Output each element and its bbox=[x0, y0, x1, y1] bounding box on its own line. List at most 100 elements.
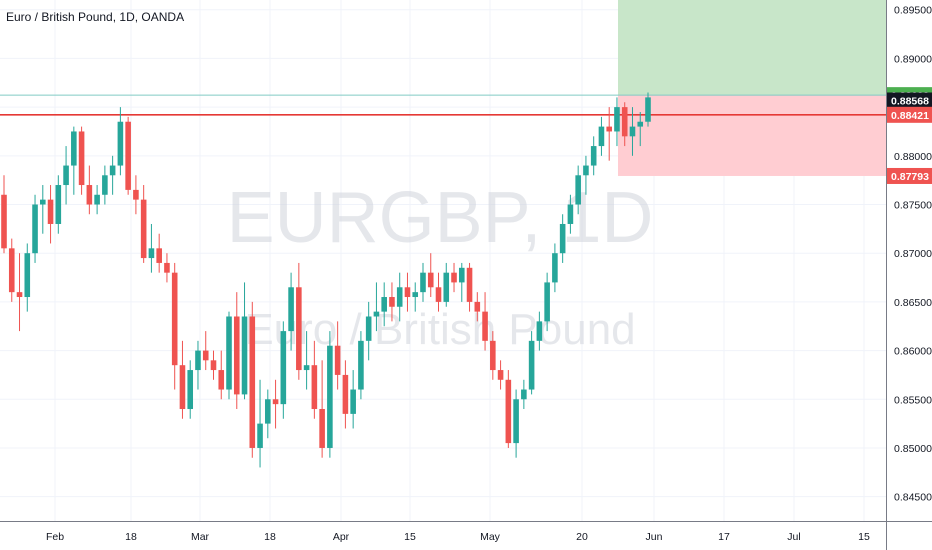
candle-body bbox=[327, 345, 333, 448]
candle-body bbox=[24, 253, 31, 298]
candle-body bbox=[505, 379, 512, 444]
position-zones bbox=[618, 0, 886, 176]
candle-body bbox=[171, 272, 178, 366]
candle-body bbox=[583, 165, 589, 176]
watermark-name: Euro / British Pound bbox=[244, 305, 635, 354]
candle-body bbox=[40, 199, 46, 205]
candle-body bbox=[427, 272, 434, 288]
x-tick-label: Feb bbox=[46, 531, 64, 543]
candle-body bbox=[373, 311, 380, 317]
candle-body bbox=[606, 126, 612, 132]
candle-body bbox=[342, 374, 349, 414]
candle-body bbox=[396, 287, 403, 307]
candle-body bbox=[350, 389, 356, 414]
x-tick-label: Jun bbox=[646, 531, 663, 543]
candle-body bbox=[16, 292, 23, 298]
x-tick-label: 18 bbox=[264, 531, 276, 543]
y-tick-label: 0.89000 bbox=[894, 53, 932, 65]
candle-body bbox=[466, 267, 473, 302]
candle-body bbox=[575, 175, 581, 205]
watermark-symbol: EURGBP, 1D bbox=[227, 178, 654, 258]
candle-body bbox=[590, 146, 597, 166]
candle-body bbox=[71, 131, 77, 166]
candle-body bbox=[303, 365, 310, 371]
candle-body bbox=[226, 316, 232, 390]
price-tag-label: 0.88568 bbox=[891, 95, 929, 107]
candle-body bbox=[195, 350, 201, 371]
candle-body bbox=[125, 121, 131, 190]
candle-body bbox=[288, 287, 294, 332]
x-tick-label: 15 bbox=[858, 531, 870, 543]
y-tick-label: 0.88000 bbox=[894, 151, 932, 163]
candle-body bbox=[358, 340, 364, 390]
candle-body bbox=[233, 316, 240, 395]
candle-body bbox=[202, 350, 209, 361]
candle-body bbox=[210, 360, 217, 371]
candle-body bbox=[614, 107, 620, 132]
candle-body bbox=[86, 185, 93, 205]
candle-body bbox=[621, 107, 628, 137]
candle-body bbox=[187, 370, 194, 410]
candle-body bbox=[241, 316, 248, 395]
candle-body bbox=[179, 365, 186, 410]
candle-body bbox=[552, 253, 558, 283]
candle-body bbox=[637, 121, 644, 127]
candle-body bbox=[389, 297, 395, 307]
candle-body bbox=[451, 272, 457, 283]
chart-watermark: EURGBP, 1D Euro / British Pound bbox=[227, 178, 654, 354]
candle-body bbox=[94, 194, 100, 205]
candle-body bbox=[109, 165, 116, 176]
candle-body bbox=[412, 292, 419, 298]
y-tick-label: 0.84500 bbox=[894, 492, 932, 504]
candle-body bbox=[404, 287, 411, 298]
candle-body bbox=[164, 262, 170, 273]
candle-body bbox=[218, 370, 225, 390]
candle-body bbox=[490, 340, 496, 371]
price-tag bbox=[887, 167, 932, 184]
candle-body bbox=[443, 272, 450, 302]
candle-body bbox=[117, 121, 124, 166]
candle-body bbox=[265, 399, 271, 424]
x-tick-label: Mar bbox=[191, 531, 210, 543]
candle-body bbox=[156, 248, 162, 263]
chart-title: Euro / British Pound, 1D, OANDA bbox=[6, 10, 185, 24]
chart-grid bbox=[0, 0, 886, 521]
candle-body bbox=[536, 321, 543, 341]
price-axis[interactable]: 0.895000.890000.885000.880000.875000.870… bbox=[886, 0, 932, 550]
time-axis[interactable]: Feb 18 Mar 18 Apr 15 May 20 Jun 17 Jul 15 bbox=[0, 521, 932, 550]
y-tick-label: 0.87000 bbox=[894, 248, 932, 260]
y-tick-label: 0.86500 bbox=[894, 297, 932, 309]
candle-body bbox=[311, 365, 318, 410]
candle-body bbox=[140, 199, 147, 259]
candle-body bbox=[334, 345, 341, 375]
y-tick-label: 0.87500 bbox=[894, 200, 932, 212]
candle-body bbox=[102, 175, 108, 195]
candle-body bbox=[645, 97, 651, 122]
candle-body bbox=[435, 287, 442, 302]
candle-body bbox=[598, 126, 605, 147]
profit-zone bbox=[618, 0, 886, 96]
x-tick-label: 15 bbox=[404, 531, 416, 543]
price-tag bbox=[887, 106, 932, 123]
candle-body bbox=[319, 409, 325, 448]
candle-body bbox=[47, 199, 54, 224]
horizontal-lines[interactable] bbox=[0, 94, 886, 116]
x-tick-label: 17 bbox=[718, 531, 730, 543]
loss-zone bbox=[618, 95, 886, 176]
candle-body bbox=[8, 248, 15, 293]
candle-body bbox=[280, 331, 287, 405]
candle-body bbox=[513, 399, 519, 444]
x-tick-label: May bbox=[480, 531, 501, 543]
y-tick-label: 0.89500 bbox=[894, 5, 932, 17]
y-tick-label: 0.85500 bbox=[894, 394, 932, 406]
candle-body bbox=[521, 389, 527, 400]
candle-body bbox=[63, 165, 69, 186]
x-tick-label: Apr bbox=[333, 531, 350, 543]
candle-body bbox=[559, 223, 566, 254]
candle-body bbox=[249, 316, 256, 448]
candle-body bbox=[497, 370, 504, 380]
candle-body bbox=[528, 340, 535, 390]
candle-body bbox=[272, 399, 279, 405]
